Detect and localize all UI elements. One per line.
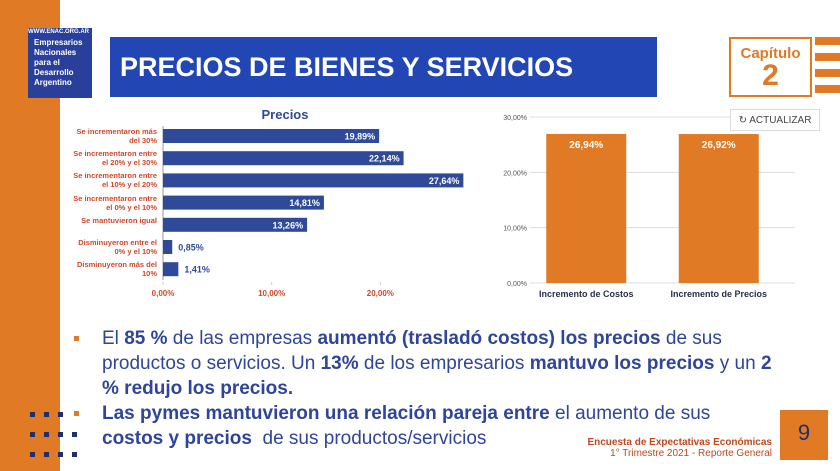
- y-tick-label: Se mantuvieron igual: [81, 215, 157, 225]
- dots: [30, 412, 77, 457]
- logo-url: WWW.ENAC.ORG.AR: [28, 29, 89, 35]
- bullet: El 85 % de las empresas aumentó (traslad…: [72, 326, 772, 401]
- bar: [163, 195, 324, 210]
- y-tick-label: Disminuyeron más del 10%: [76, 260, 157, 279]
- y-tick-label: Se incrementaron entre el 0% y el 10%: [73, 193, 157, 212]
- footer-line: Encuesta de Expectativas Económicas: [587, 437, 772, 448]
- stripe: [815, 53, 840, 61]
- bar: [163, 129, 380, 143]
- logo-line: Nacionales: [34, 48, 77, 57]
- bar: [163, 151, 404, 166]
- y-tick-label: 0,00%: [507, 281, 527, 288]
- y-tick-label: Se incrementaron más del 30%: [76, 127, 157, 145]
- bullet-text: Las pymes mantuvieron una relación parej…: [102, 403, 550, 424]
- bullet: Las pymes mantuvieron una relación parej…: [72, 401, 772, 451]
- bullet-text: de las empresas: [167, 328, 318, 349]
- bullet-text: costos y precios: [102, 428, 252, 449]
- stripe: [815, 85, 840, 93]
- chapter-box: Capítulo 2: [729, 37, 812, 97]
- logo-line: para el: [34, 58, 60, 67]
- bar: [678, 134, 759, 283]
- bullets: El 85 % de las empresas aumentó (traslad…: [72, 326, 772, 451]
- bullet-text: el aumento de sus: [549, 403, 716, 424]
- value-label: 26,94%: [569, 140, 603, 151]
- bullet-text: y un: [714, 353, 761, 374]
- footer-line: 1° Trimestre 2021 - Reporte General: [610, 448, 772, 459]
- value-label: 26,92%: [702, 140, 736, 151]
- refresh-button[interactable]: ↻ ACTUALIZAR: [730, 109, 820, 131]
- x-tick-label: 20,00%: [367, 289, 394, 298]
- value-label: 27,64%: [429, 176, 460, 186]
- button-label: ACTUALIZAR: [749, 115, 812, 126]
- value-label: 14,81%: [289, 198, 320, 208]
- stripe: [815, 69, 840, 77]
- value-label: 13,26%: [273, 220, 304, 230]
- value-label: 0,85%: [178, 243, 204, 253]
- x-tick-label: 0,00%: [152, 289, 175, 298]
- bullet-text: de sus productos o servicios. Un: [102, 328, 728, 374]
- y-tick-label: 30,00%: [503, 115, 527, 122]
- bullet-text: de sus productos/servicios: [251, 428, 487, 449]
- y-tick-label: 10,00%: [503, 226, 527, 233]
- stripe: [815, 37, 840, 45]
- value-label: 19,89%: [345, 132, 376, 142]
- logo-line: Desarrollo: [34, 68, 74, 77]
- logo-line: Argentino: [34, 78, 72, 87]
- x-tick-label: Incremento de Costos: [539, 289, 634, 299]
- y-tick-label: Disminuyeron entre el 0% y el 10%: [78, 238, 157, 256]
- bar: [163, 173, 464, 188]
- bullet-text: mantuvo los precios: [529, 353, 715, 374]
- bullet-text: El: [102, 328, 125, 349]
- logo-line: Empresarios: [34, 38, 83, 47]
- value-label: 22,14%: [369, 154, 400, 164]
- chart-title: Precios: [262, 107, 309, 122]
- chapter-label: Capítulo: [740, 45, 801, 62]
- footer: Encuesta de Expectativas Económicas 1° T…: [587, 437, 772, 459]
- logo: WWW.ENAC.ORG.AR Empresarios Nacionales par…: [28, 28, 92, 98]
- bar: [546, 133, 627, 283]
- x-tick-label: Incremento de Precios: [670, 289, 767, 299]
- page-number: 9: [797, 420, 811, 445]
- y-tick-label: 20,00%: [503, 170, 527, 177]
- bar: [163, 217, 308, 232]
- chapter-number: 2: [762, 59, 779, 92]
- bullet-text: aumentó (trasladó costos) los precios: [317, 328, 661, 349]
- value-label: 1,41%: [184, 265, 210, 275]
- bar: [163, 240, 173, 254]
- y-tick-label: Se incrementaron entre el 10% y el 20%: [73, 171, 157, 190]
- y-tick-label: Se incrementaron entre el 20% y el 30%: [73, 149, 157, 168]
- title: PRECIOS DE BIENES Y SERVICIOS: [110, 37, 657, 97]
- x-tick-label: 10,00%: [258, 289, 285, 298]
- bullet-text: de los empresarios: [358, 353, 530, 374]
- bullet-text: 13%: [320, 353, 359, 374]
- bullet-text: 2 % redujo los precios.: [102, 353, 777, 399]
- bullet-text: 85 %: [124, 328, 168, 349]
- page-box: [780, 410, 828, 460]
- bar: [163, 262, 179, 277]
